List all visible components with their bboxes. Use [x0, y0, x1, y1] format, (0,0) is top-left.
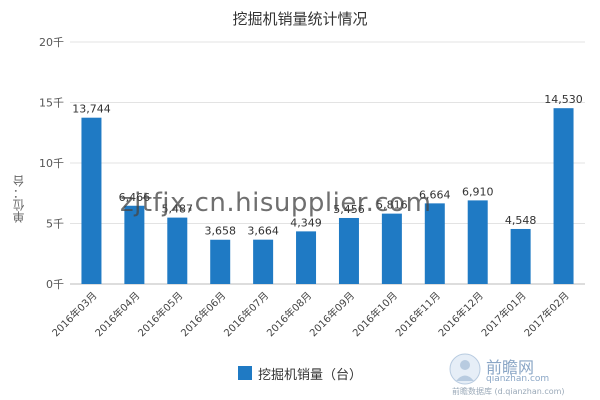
x-tick-label: 2017年01月 — [478, 289, 528, 339]
x-tick-label: 2016年05月 — [135, 289, 185, 339]
y-tick-label: 5千 — [46, 218, 64, 231]
logo-name: 前瞻网 — [486, 358, 535, 377]
x-tick-label: 2016年04月 — [92, 289, 142, 339]
x-tick-label: 2016年10月 — [350, 289, 400, 339]
bar — [467, 200, 488, 284]
data-label: 6,664 — [419, 188, 451, 201]
data-label: 5,816 — [376, 199, 408, 212]
y-tick-label: 10千 — [39, 157, 64, 170]
x-tick-label: 2016年09月 — [307, 289, 357, 339]
chart-title: 挖掘机销量统计情况 — [232, 10, 368, 28]
watermark: zjtfjx.cn.hisupplier.com — [120, 188, 432, 218]
logo-domain: qianzhan.com — [486, 374, 550, 384]
bar — [296, 231, 317, 284]
data-label: 14,530 — [544, 93, 583, 106]
qianzhan-logo-icon — [449, 353, 481, 385]
bar — [124, 205, 145, 284]
bar — [338, 217, 359, 284]
y-tick-label: 20千 — [39, 36, 64, 49]
x-tick-label: 2016年06月 — [178, 289, 228, 339]
bar — [381, 213, 402, 284]
bar — [510, 228, 531, 284]
x-tick-label: 2016年03月 — [49, 289, 99, 339]
logo-database: 前瞻数据库 (d.qianzhan.com) — [452, 387, 565, 396]
bar — [210, 239, 231, 284]
bar — [253, 239, 274, 284]
bar — [167, 217, 188, 284]
data-label: 3,658 — [204, 225, 236, 238]
y-tick-label: 15千 — [39, 97, 64, 110]
data-label: 6,466 — [119, 191, 151, 204]
x-tick-label: 2016年12月 — [435, 289, 485, 339]
x-tick-label: 2016年11月 — [393, 289, 443, 339]
data-label: 3,664 — [247, 225, 279, 238]
x-tick-label: 2016年07月 — [221, 289, 271, 339]
legend-swatch — [238, 366, 252, 380]
bar — [424, 203, 445, 284]
data-label: 4,548 — [505, 214, 537, 227]
x-tick-label: 2017年02月 — [521, 289, 571, 339]
qianzhan-logo: 前瞻网 qianzhan.com 前瞻数据库 (d.qianzhan.com) — [448, 352, 598, 398]
data-label: 5,487 — [162, 203, 194, 216]
data-label: 13,744 — [72, 103, 111, 116]
bar — [553, 108, 574, 284]
y-tick-label: 0千 — [46, 278, 64, 291]
legend-label: 挖掘机销量（台） — [258, 368, 363, 383]
bar — [81, 117, 102, 284]
x-tick-label: 2016年08月 — [264, 289, 314, 339]
data-label: 5,456 — [333, 203, 365, 216]
data-label: 4,349 — [290, 216, 322, 229]
data-label: 6,910 — [462, 185, 494, 198]
